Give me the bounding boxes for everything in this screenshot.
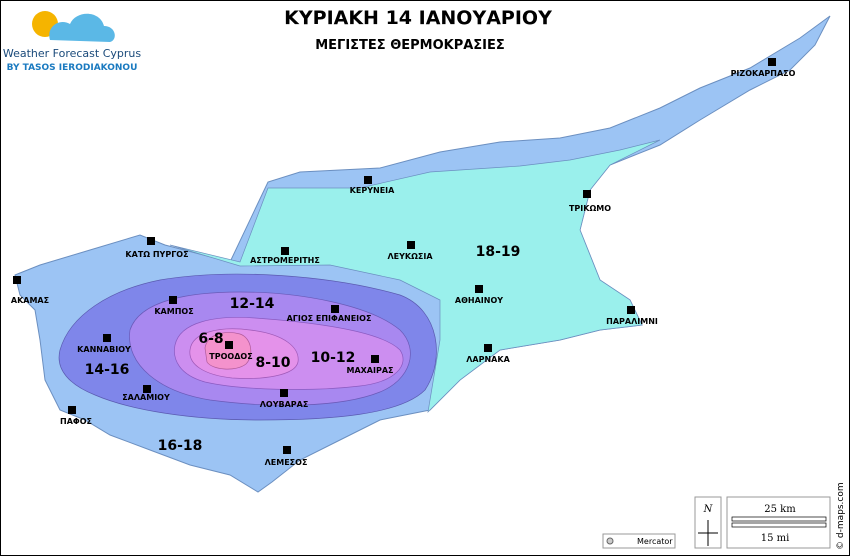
projection: Mercator bbox=[602, 533, 676, 549]
place-label: ΑΣΤΡΟΜΕΡΙΤΗΣ bbox=[250, 256, 320, 265]
place-label: ΛΟΥΒΑΡΑΣ bbox=[260, 400, 309, 409]
place-marker bbox=[768, 58, 776, 66]
subtitle: ΜΕΓΙΣΤΕΣ ΘΕΡΜΟΚΡΑΣΙΕΣ bbox=[315, 38, 505, 53]
place-marker bbox=[280, 389, 288, 397]
compass-cross bbox=[698, 520, 718, 546]
place-label: ΑΘΗΑΙΝΟΥ bbox=[455, 296, 503, 305]
zone-label: 12-14 bbox=[230, 296, 275, 312]
projection-box bbox=[602, 533, 676, 549]
place-marker bbox=[68, 406, 76, 414]
credit: © d-maps.com bbox=[836, 482, 846, 550]
zone-area bbox=[204, 332, 252, 370]
logo-byline: BY TASOS IERODIAKONOU bbox=[7, 63, 138, 73]
place-label: ΜΑΧΑΙΡΑΣ bbox=[346, 366, 393, 375]
scale-km: 25 km bbox=[764, 504, 796, 515]
place-label: ΚΑΤΩ ΠΥΡΓΟΣ bbox=[125, 250, 188, 259]
place-marker bbox=[281, 247, 289, 255]
place-marker bbox=[103, 334, 111, 342]
north-label: N bbox=[703, 504, 714, 515]
zone-area bbox=[169, 139, 661, 414]
place-label: ΣΑΛΑΜΙΟΥ bbox=[122, 393, 170, 402]
scale-bar bbox=[731, 516, 827, 522]
place-marker bbox=[169, 296, 177, 304]
place-marker bbox=[283, 446, 291, 454]
place-marker bbox=[475, 285, 483, 293]
place-marker bbox=[484, 344, 492, 352]
place-label: ΛΕΜΕΣΟΣ bbox=[265, 458, 308, 467]
place-label: ΚΑΝΝΑΒΙΟΥ bbox=[77, 345, 131, 354]
place-marker bbox=[331, 305, 339, 313]
place-label: ΛΑΡΝΑΚΑ bbox=[466, 355, 510, 364]
place-label: ΤΡΟΟΔΟΣ bbox=[209, 352, 252, 361]
place-label: ΚΕΡΥΝΕΙΑ bbox=[350, 186, 395, 195]
scale-mi: 15 mi bbox=[761, 533, 790, 544]
zone-label: 16-18 bbox=[158, 438, 203, 454]
place-marker bbox=[407, 241, 415, 249]
zone-label: 6-8 bbox=[198, 331, 223, 347]
place-label: ΛΕΥΚΩΣΙΑ bbox=[387, 252, 433, 261]
place-label: ΑΚΑΜΑΣ bbox=[11, 296, 49, 305]
place-label: ΚΑΜΠΟΣ bbox=[154, 307, 193, 316]
place-marker bbox=[627, 306, 635, 314]
place-marker bbox=[371, 355, 379, 363]
logo-name: Weather Forecast Cyprus bbox=[3, 47, 142, 60]
place-label: ΡΙΖΟΚΑΡΠΑΣΟ bbox=[731, 69, 796, 78]
place-label: ΠΑΦΟΣ bbox=[60, 417, 92, 426]
place-marker bbox=[583, 190, 591, 198]
logo: Weather Forecast Cyprus BY TASOS IERODIA… bbox=[3, 11, 142, 73]
place-marker bbox=[143, 385, 151, 393]
projection-label: Mercator bbox=[637, 537, 673, 546]
place-marker bbox=[364, 176, 372, 184]
projection-icon bbox=[606, 537, 614, 545]
zone-label: 18-19 bbox=[476, 244, 521, 260]
place-marker bbox=[147, 237, 155, 245]
place-label: ΑΓΙΟΣ ΕΠΙΦΑΝΕΙΟΣ bbox=[287, 314, 372, 323]
zone-label: 14-16 bbox=[85, 362, 130, 378]
scale: 25 km 15 mi bbox=[726, 496, 831, 549]
scale-box bbox=[726, 496, 831, 549]
zone-label: 10-12 bbox=[311, 350, 356, 366]
title: ΚΥΡΙΑΚΗ 14 ΙΑΝΟΥΑΡΙΟΥ bbox=[284, 7, 552, 29]
place-label: ΠΑΡΑΛΙΜΝΙ bbox=[606, 317, 658, 326]
scale-bar bbox=[731, 522, 827, 528]
place-label: ΤΡΙΚΩΜΟ bbox=[569, 204, 611, 213]
logo-cloud bbox=[49, 13, 115, 42]
compass: N bbox=[694, 496, 722, 549]
place-marker bbox=[13, 276, 21, 284]
place-marker bbox=[225, 341, 233, 349]
zone-label: 8-10 bbox=[255, 355, 290, 371]
